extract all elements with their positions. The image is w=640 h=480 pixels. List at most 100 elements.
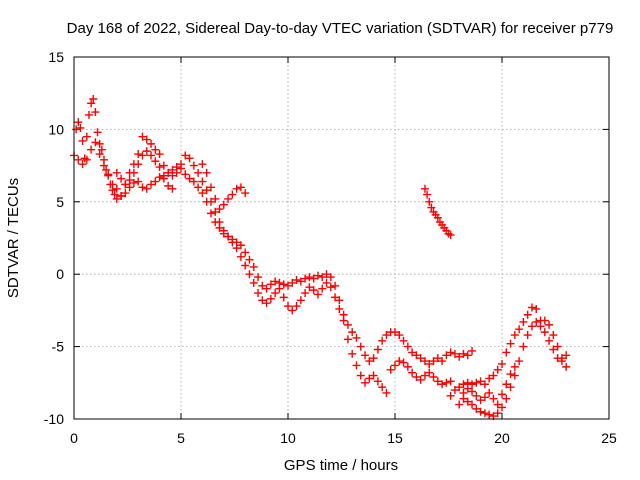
data-point — [382, 331, 391, 340]
data-point — [553, 342, 562, 351]
data-point — [296, 277, 305, 286]
data-point — [211, 218, 220, 227]
data-point — [91, 108, 100, 117]
data-point — [510, 371, 519, 380]
data-point — [125, 176, 134, 185]
data-point — [427, 203, 436, 212]
data-point — [519, 317, 528, 326]
data-point — [224, 232, 233, 241]
data-point — [74, 155, 83, 164]
data-point — [129, 168, 138, 177]
data-point — [206, 183, 215, 192]
data-point — [549, 331, 558, 340]
data-point — [138, 132, 147, 141]
data-point — [305, 273, 314, 282]
data-point — [110, 190, 119, 199]
data-point — [219, 200, 228, 209]
data-point — [309, 286, 318, 295]
data-point — [288, 278, 297, 287]
data-point — [228, 190, 237, 199]
data-point — [211, 207, 220, 216]
data-point — [134, 160, 143, 169]
data-point — [84, 110, 93, 119]
data-point — [391, 328, 399, 337]
data-point — [420, 184, 429, 193]
data-point — [412, 351, 421, 360]
data-point — [194, 168, 203, 177]
data-point — [399, 336, 408, 345]
data-point — [343, 320, 352, 329]
data-point — [155, 150, 164, 159]
data-point — [241, 261, 250, 270]
data-point — [442, 378, 451, 387]
data-point — [540, 316, 549, 325]
data-point — [438, 380, 447, 389]
data-point — [271, 289, 280, 298]
data-point — [194, 183, 203, 192]
x-tick-label: 0 — [70, 430, 78, 446]
grid-lines — [74, 57, 609, 419]
data-point — [480, 380, 489, 389]
data-point — [485, 410, 494, 419]
data-point — [91, 138, 100, 147]
data-point — [433, 354, 442, 363]
data-point — [527, 322, 536, 331]
y-tick-label: 5 — [56, 194, 64, 210]
data-point — [249, 262, 258, 271]
data-point — [420, 357, 429, 366]
data-point — [408, 348, 417, 357]
data-point — [506, 370, 515, 379]
data-point — [313, 271, 322, 280]
data-point — [185, 154, 194, 163]
data-point — [104, 170, 113, 179]
data-point — [236, 252, 245, 261]
data-point — [331, 281, 340, 290]
data-point — [147, 180, 156, 189]
data-point — [121, 180, 130, 189]
data-point — [93, 128, 102, 137]
data-point — [510, 331, 519, 340]
data-point — [339, 316, 348, 325]
data-point — [532, 317, 541, 326]
data-point — [134, 177, 143, 186]
data-point — [301, 274, 310, 283]
data-point — [159, 161, 168, 170]
data-point — [472, 378, 481, 387]
data-point — [348, 328, 357, 337]
data-point — [468, 346, 477, 355]
y-axis-label: SDTVAR / TECUs — [5, 178, 22, 298]
data-point — [241, 189, 250, 198]
data-point — [373, 377, 382, 386]
data-point — [95, 150, 104, 159]
data-point — [515, 357, 524, 366]
data-point — [121, 189, 130, 198]
data-point — [412, 373, 421, 382]
data-point — [309, 274, 318, 283]
data-point — [296, 296, 305, 305]
data-point — [540, 328, 549, 337]
data-point — [172, 163, 181, 172]
data-point — [506, 383, 515, 392]
data-point — [463, 351, 472, 360]
data-point — [425, 359, 434, 368]
data-point — [215, 205, 224, 214]
data-point — [284, 281, 292, 290]
data-point — [78, 136, 87, 145]
x-tick-label: 25 — [601, 430, 617, 446]
data-point — [322, 278, 331, 287]
data-point — [485, 388, 494, 397]
chart-title: Day 168 of 2022, Sidereal Day-to-day VTE… — [67, 20, 614, 37]
data-point — [562, 362, 571, 371]
data-point — [369, 371, 378, 380]
data-point — [206, 209, 215, 218]
data-point — [472, 404, 481, 413]
data-point — [181, 151, 190, 160]
data-point — [151, 145, 160, 154]
data-point — [181, 170, 190, 179]
data-point — [335, 296, 344, 305]
data-point — [361, 378, 370, 387]
data-point — [236, 241, 245, 250]
data-point — [254, 289, 263, 298]
data-point — [155, 163, 164, 172]
data-point — [164, 181, 173, 190]
